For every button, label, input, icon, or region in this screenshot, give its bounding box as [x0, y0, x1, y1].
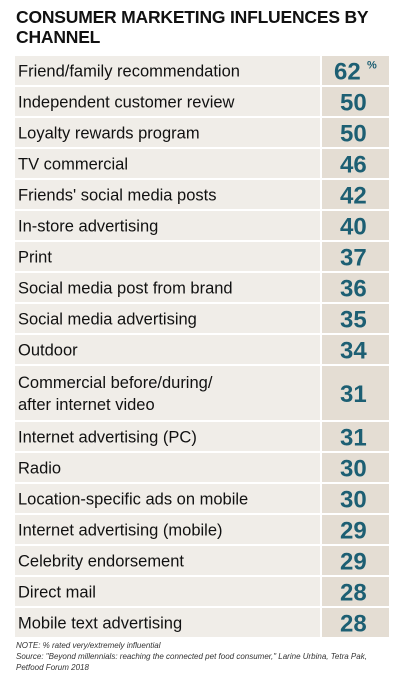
row-value: 62 — [334, 59, 361, 86]
row-value-cell — [322, 87, 389, 116]
row-label-cell — [15, 149, 320, 178]
row-value: 37 — [340, 245, 367, 272]
chart-title: CONSUMER MARKETING INFLUENCES BY CHANNEL — [16, 7, 369, 47]
row-value: 30 — [340, 487, 367, 514]
row-value: 34 — [340, 338, 367, 365]
row-label-cell — [15, 242, 320, 271]
table-row: Loyalty rewards program 50 — [15, 118, 389, 148]
row-label-cell — [15, 577, 320, 606]
row-value-cell — [322, 56, 389, 85]
row-value: 42 — [340, 183, 367, 210]
row-value-cell — [322, 608, 389, 637]
row-value: 30 — [340, 456, 367, 483]
row-label: Loyalty rewards program — [18, 125, 200, 143]
row-value: 40 — [340, 214, 367, 241]
row-label-cell — [15, 180, 320, 209]
row-value: 35 — [340, 307, 367, 334]
table-row: In-store advertising 40 — [15, 211, 389, 241]
row-label: Friend/family recommendation — [18, 63, 240, 81]
table-row: Social media post from brand 36 — [15, 273, 389, 303]
row-value-cell — [322, 546, 389, 575]
row-value-cell — [322, 366, 389, 420]
row-label: TV commercial — [18, 156, 128, 174]
row-value-cell — [322, 453, 389, 482]
source-text-line1: Source: "Beyond millennials: reaching th… — [16, 652, 367, 661]
row-value: 36 — [340, 276, 367, 303]
percent-marker: % — [367, 60, 377, 72]
row-value: 50 — [340, 121, 367, 148]
row-label: Commercial before/during/after internet … — [18, 374, 213, 414]
row-label: Social media advertising — [18, 311, 197, 329]
row-value-cell — [322, 335, 389, 364]
row-value: 31 — [340, 381, 367, 408]
table-row: Radio 30 — [15, 453, 389, 483]
row-label: Independent customer review — [18, 94, 235, 112]
row-label-cell — [15, 484, 320, 513]
row-value-cell — [322, 577, 389, 606]
row-label: Outdoor — [18, 342, 78, 360]
table-row: Direct mail 28 — [15, 577, 389, 607]
row-value: 28 — [340, 611, 367, 638]
row-value-cell — [322, 304, 389, 333]
row-value: 46 — [340, 152, 367, 179]
chart-note: NOTE: % rated very/extremely influential… — [16, 640, 388, 673]
row-value: 50 — [340, 90, 367, 117]
table-row: Social media advertising 35 — [15, 304, 389, 334]
table-row: Friends' social media posts 42 — [15, 180, 389, 210]
row-value-cell — [322, 118, 389, 147]
row-label-cell — [15, 453, 320, 482]
row-label: Radio — [18, 460, 61, 478]
row-value-cell — [322, 422, 389, 451]
table-row: Celebrity endorsement 29 — [15, 546, 389, 576]
row-label: Friends' social media posts — [18, 187, 216, 205]
row-value: 29 — [340, 549, 367, 576]
row-label-cell — [15, 304, 320, 333]
row-value: 29 — [340, 518, 367, 545]
row-label-cell — [15, 608, 320, 637]
row-label-cell — [15, 366, 320, 420]
row-label: Social media post from brand — [18, 280, 233, 298]
table-row: Mobile text advertising 28 — [15, 608, 389, 638]
table-row: TV commercial 46 — [15, 149, 389, 179]
row-label: Print — [18, 249, 52, 267]
table-row: Commercial before/during/after internet … — [15, 366, 389, 420]
row-label-cell — [15, 118, 320, 147]
source-text-line2: Petfood Forum 2018 — [16, 663, 89, 672]
row-label: Mobile text advertising — [18, 615, 182, 633]
row-label-cell — [15, 335, 320, 364]
row-label: Internet advertising (mobile) — [18, 522, 223, 540]
row-label-cell — [15, 515, 320, 544]
row-label-cell — [15, 87, 320, 116]
table-row: Location-specific ads on mobile 30 — [15, 484, 389, 514]
table-row: Independent customer review 50 — [15, 87, 389, 117]
row-label: Direct mail — [18, 584, 96, 602]
row-label: Celebrity endorsement — [18, 553, 184, 571]
row-value-cell — [322, 273, 389, 302]
row-value-cell — [322, 515, 389, 544]
note-text: NOTE: % rated very/extremely influential — [16, 641, 161, 650]
row-value: 31 — [340, 425, 367, 452]
row-value-cell — [322, 242, 389, 271]
row-value-cell — [322, 484, 389, 513]
table-row: Internet advertising (PC) 31 — [15, 422, 389, 452]
table-row: Internet advertising (mobile) 29 — [15, 515, 389, 545]
row-label-cell — [15, 211, 320, 240]
row-label: Location-specific ads on mobile — [18, 491, 248, 509]
table-row: Friend/family recommendation 62% — [15, 56, 389, 86]
row-label-cell — [15, 273, 320, 302]
row-label-cell — [15, 56, 320, 85]
table-row: Print 37 — [15, 242, 389, 272]
table-row: Outdoor 34 — [15, 335, 389, 365]
row-label-cell — [15, 546, 320, 575]
row-value-cell — [322, 149, 389, 178]
row-value-cell — [322, 211, 389, 240]
row-label: In-store advertising — [18, 218, 158, 236]
row-label: Internet advertising (PC) — [18, 429, 197, 447]
row-value-cell — [322, 180, 389, 209]
row-label-cell — [15, 422, 320, 451]
row-value: 28 — [340, 580, 367, 607]
